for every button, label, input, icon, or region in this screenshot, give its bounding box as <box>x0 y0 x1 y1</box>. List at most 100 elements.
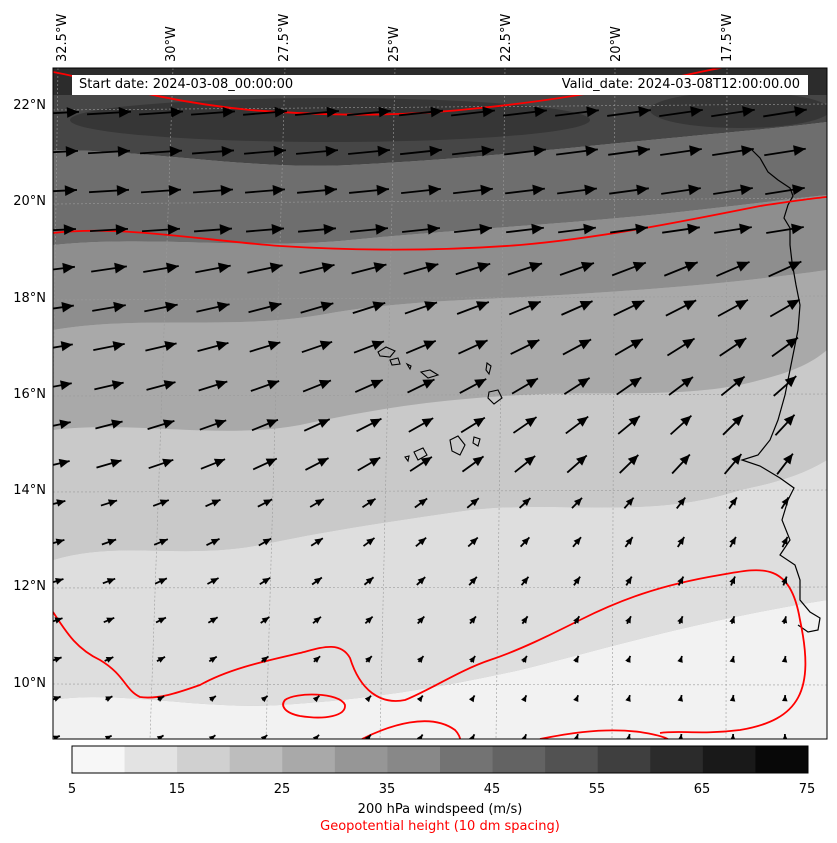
wind-arrow-head <box>473 417 485 428</box>
wind-arrow-head <box>525 378 538 389</box>
wind-arrow-head <box>319 340 333 351</box>
colorbar-swatch <box>387 746 441 773</box>
wind-arrow-head <box>262 538 272 546</box>
wind-arrow-head <box>527 301 541 311</box>
wind-arrow-head <box>469 537 478 546</box>
wind-arrow-head <box>63 224 76 236</box>
wind-arrow-head <box>416 734 423 739</box>
wind-vectors <box>53 106 807 739</box>
wind-arrow-head <box>263 499 273 507</box>
colorbar-swatch <box>229 746 283 773</box>
wind-arrow-head <box>110 458 122 468</box>
lon-label: 32.5°W <box>55 13 70 62</box>
wind-arrow-head <box>267 340 281 351</box>
lat-label: 22°N <box>13 98 46 113</box>
wind-arrow-head <box>364 734 371 739</box>
wind-arrow-head <box>62 262 75 274</box>
wind-arrow-head <box>369 457 381 467</box>
lon-label: 22.5°W <box>499 13 514 62</box>
wind-arrow-head <box>53 696 61 702</box>
wind-arrow-head <box>163 380 176 390</box>
wind-arrow-head <box>216 301 230 313</box>
wind-arrow-head <box>477 262 491 273</box>
wind-arrow-head <box>729 497 737 506</box>
colorbar-subtitle: Geopotential height (10 dm spacing) <box>320 819 560 834</box>
wind-arrow-head <box>583 223 596 235</box>
wind-arrow-head <box>739 223 752 235</box>
wind-arrow-head <box>261 617 270 624</box>
wind-arrow-head <box>216 340 229 351</box>
wind-arrow-head <box>576 455 587 466</box>
wind-arrow-head <box>576 416 589 427</box>
wind-arrow-head <box>214 419 227 429</box>
wind-arrow-head <box>266 419 278 429</box>
wind-arrow-head <box>324 184 337 196</box>
valid-date: Valid_date: 2024-03-08T12:00:00.00 <box>561 77 800 92</box>
wind-arrow-head <box>416 695 423 703</box>
wind-arrow-head <box>784 376 797 388</box>
wind-arrow-head <box>106 578 116 585</box>
shade-band-dark <box>53 122 827 245</box>
wind-arrow-head <box>217 262 231 274</box>
wind-arrow-head <box>365 616 373 624</box>
wind-arrow-head <box>113 301 126 313</box>
lat-label: 12°N <box>13 579 46 594</box>
cape-verde-islands <box>377 346 503 463</box>
wind-arrow-head <box>314 499 324 507</box>
wind-arrow-head <box>729 536 736 545</box>
colorbar-swatch <box>597 746 651 773</box>
wind-arrow-head <box>60 341 73 352</box>
wind-arrow-head <box>781 536 788 545</box>
wind-arrow-head <box>424 301 438 312</box>
contour-bottom-mid <box>539 729 670 739</box>
wind-arrow-head <box>317 458 329 467</box>
wind-arrow-head <box>740 184 753 196</box>
colorbar-tick: 75 <box>798 782 816 797</box>
wind-arrow-head <box>474 378 487 389</box>
wind-arrow-head <box>781 616 788 624</box>
wind-arrow-head <box>573 576 581 585</box>
wind-arrow-head <box>785 337 798 349</box>
wind-arrow-head <box>323 223 336 235</box>
wind-arrow-head <box>314 538 323 546</box>
wind-arrow-head <box>417 577 426 585</box>
colorbar-tick: 15 <box>168 782 186 797</box>
wind-arrow-head <box>325 145 338 157</box>
wind-arrow-head <box>222 106 235 118</box>
shade-band-light <box>53 460 827 706</box>
wind-arrow-head <box>677 576 684 585</box>
wind-arrow-head <box>427 223 440 235</box>
wind-arrow-head <box>208 695 216 703</box>
wind-arrow-head <box>781 497 789 506</box>
wind-arrow-head <box>425 262 439 273</box>
wind-arrow-head <box>532 184 545 196</box>
wind-arrow-head <box>221 145 234 157</box>
wind-arrow-head <box>573 734 579 739</box>
wind-arrow-head <box>680 415 692 427</box>
wind-arrow-head <box>312 695 320 703</box>
wind-arrow-head <box>65 146 78 157</box>
wind-arrow-head <box>625 576 632 585</box>
wind-arrow-head <box>313 577 322 585</box>
contour-lower <box>53 569 807 734</box>
wind-arrow-head <box>430 106 443 118</box>
colorbar-swatch <box>755 746 809 773</box>
wind-arrow-head <box>786 299 800 310</box>
wind-arrow-head <box>156 735 164 739</box>
wind-arrow-head <box>366 498 376 507</box>
wind-arrow-head <box>475 301 489 312</box>
colorbar <box>72 746 809 773</box>
wind-arrow-head <box>521 734 527 739</box>
wind-arrow-head <box>157 696 165 702</box>
wind-arrow-head <box>469 655 476 663</box>
wind-arrow-head <box>521 695 527 703</box>
wind-arrow-head <box>625 616 631 624</box>
wind-arrow-head <box>421 418 434 428</box>
wind-arrow-head <box>159 499 169 507</box>
lon-label: 17.5°W <box>720 13 735 62</box>
wind-arrow-head <box>521 616 528 624</box>
wind-arrow-head <box>482 106 495 118</box>
wind-arrow-head <box>365 577 374 585</box>
lat-label: 16°N <box>13 387 46 402</box>
